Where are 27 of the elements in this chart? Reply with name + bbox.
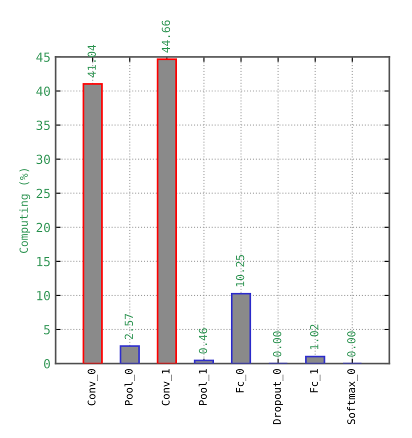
- x-tick-label: Conv_1: [162, 369, 172, 406]
- data-label: 44.66: [162, 20, 170, 53]
- x-tick-label: Softmax_0: [347, 369, 358, 424]
- y-axis-title: Computing (%): [19, 169, 30, 253]
- data-label: 2.57: [124, 314, 134, 340]
- y-tick-label: 40: [36, 86, 50, 96]
- data-label: 0.46: [198, 328, 208, 354]
- data-label: 10.25: [236, 255, 244, 286]
- data-label: 0.00: [272, 331, 282, 357]
- data-label: 41.04: [88, 44, 96, 78]
- x-tick-label: Pool_1: [198, 369, 210, 406]
- y-tick-label: 35: [36, 120, 50, 130]
- y-tick-label: 5: [44, 325, 50, 334]
- data-label: 0.00: [347, 331, 356, 357]
- y-tick-label: 30: [36, 154, 50, 164]
- y-tick-label: 20: [36, 222, 50, 232]
- y-tick-label: 25: [36, 188, 50, 198]
- x-tick-label: Pool_0: [124, 369, 135, 406]
- y-tick-label: 45: [36, 52, 50, 62]
- x-tick-label: Dropout_0: [273, 369, 284, 424]
- x-tick-label: Conv_0: [88, 369, 98, 406]
- y-tick-label: 10: [37, 290, 50, 300]
- y-tick-label: 0: [44, 359, 50, 368]
- data-label: 1.02: [310, 324, 318, 350]
- x-tick-label: Fc_1: [310, 369, 320, 392]
- x-tick-label: Fc_0: [236, 369, 246, 392]
- y-tick-label: 15: [37, 257, 50, 266]
